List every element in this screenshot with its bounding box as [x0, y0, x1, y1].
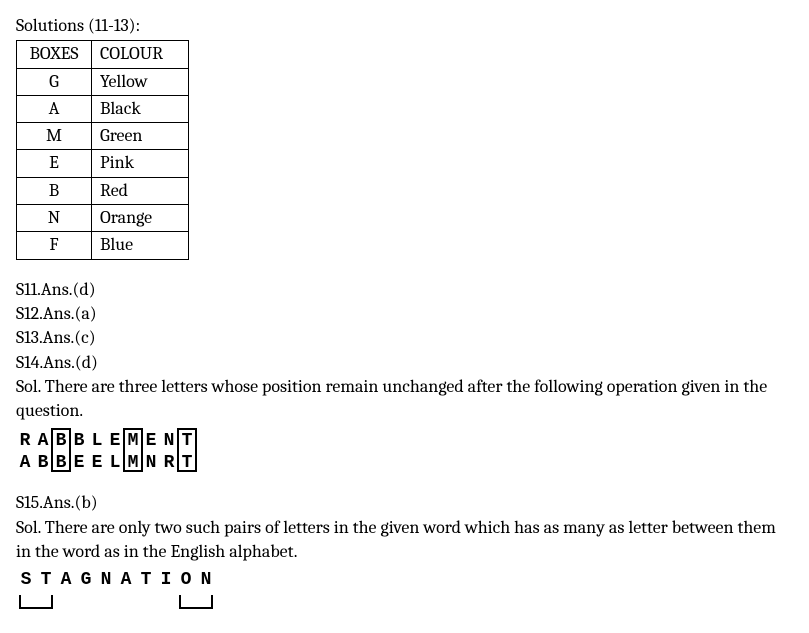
letter-cell: R [16, 429, 34, 453]
cell-box: A [17, 95, 92, 122]
letter-cell: N [196, 568, 216, 592]
letter-cell: N [142, 451, 160, 475]
letter-cell: N [160, 429, 178, 453]
table-header-row: BOXES COLOUR [17, 41, 189, 68]
letter-cell: E [106, 429, 124, 453]
letter-cell: A [16, 451, 34, 475]
letter-cell: L [106, 451, 124, 475]
cell-box: B [17, 177, 92, 204]
cell-colour: Black [92, 95, 189, 122]
letter-cell: I [156, 568, 176, 592]
stagnation-brackets [16, 595, 793, 619]
cell-box: F [17, 232, 92, 259]
cell-colour: Green [92, 123, 189, 150]
col-header-colour: COLOUR [92, 41, 189, 68]
cell-box: E [17, 150, 92, 177]
letter-cell: E [88, 451, 106, 475]
table-row: MGreen [17, 123, 189, 150]
col-header-boxes: BOXES [17, 41, 92, 68]
letter-cell: A [116, 568, 136, 592]
cell-colour: Blue [92, 232, 189, 259]
letter-cell: B [70, 429, 88, 453]
letter-pair-bracket [179, 595, 213, 609]
cell-box: N [17, 205, 92, 232]
solutions-heading: Solutions (11-13): [16, 14, 793, 38]
letter-cell: A [34, 429, 52, 453]
letter-cell: E [142, 429, 160, 453]
letter-cell: A [56, 568, 76, 592]
letter-cell: E [70, 451, 88, 475]
letter-cell: O [176, 568, 196, 592]
unchanged-letter-box [51, 428, 71, 472]
boxes-colour-table: BOXES COLOUR GYellow ABlack MGreen EPink… [16, 40, 189, 259]
stagnation-letters: STAGNATION [16, 568, 793, 592]
letter-cell: N [96, 568, 116, 592]
cell-box: G [17, 68, 92, 95]
table-row: BRed [17, 177, 189, 204]
rabblement-original-row: RABBLEMENT [16, 429, 196, 453]
letter-cell: G [76, 568, 96, 592]
rabblement-sorted-row: ABBEELMNRT [16, 451, 196, 475]
answer-s13: S13.Ans.(c) [16, 326, 793, 350]
letter-pair-bracket [19, 595, 53, 609]
rabblement-diagram: RABBLEMENT ABBEELMNRT [16, 429, 793, 477]
answer-s11: S11.Ans.(d) [16, 278, 793, 302]
unchanged-letter-box [177, 428, 197, 472]
table-row: EPink [17, 150, 189, 177]
table-row: GYellow [17, 68, 189, 95]
table-row: ABlack [17, 95, 189, 122]
answer-s15: S15.Ans.(b) [16, 491, 793, 515]
letter-cell: T [136, 568, 156, 592]
solution-s15: Sol. There are only two such pairs of le… [16, 516, 793, 565]
solution-s14: Sol. There are three letters whose posit… [16, 375, 793, 424]
letter-cell: S [16, 568, 36, 592]
cell-colour: Red [92, 177, 189, 204]
letter-cell: R [160, 451, 178, 475]
table-row: NOrange [17, 205, 189, 232]
cell-box: M [17, 123, 92, 150]
unchanged-letter-box [123, 428, 143, 472]
cell-colour: Yellow [92, 68, 189, 95]
answer-s12: S12.Ans.(a) [16, 302, 793, 326]
cell-colour: Orange [92, 205, 189, 232]
answer-s14: S14.Ans.(d) [16, 351, 793, 375]
cell-colour: Pink [92, 150, 189, 177]
letter-cell: L [88, 429, 106, 453]
table-row: FBlue [17, 232, 189, 259]
letter-cell: T [36, 568, 56, 592]
letter-cell: B [34, 451, 52, 475]
answers-block: S11.Ans.(d) S12.Ans.(a) S13.Ans.(c) S14.… [16, 278, 793, 424]
